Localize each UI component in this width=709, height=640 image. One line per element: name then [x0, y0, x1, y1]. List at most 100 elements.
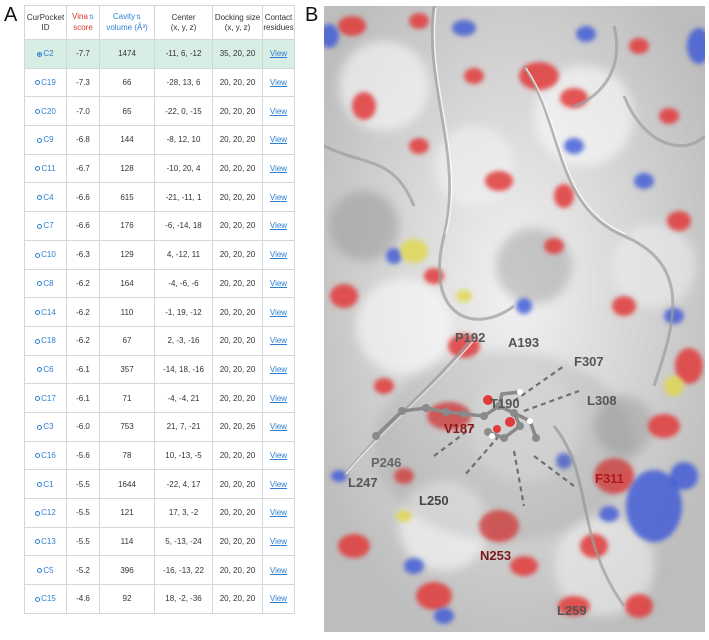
pocket-id-cell[interactable]: C1 — [24, 469, 67, 499]
pocket-radio-button[interactable] — [37, 195, 43, 201]
view-contact-residues-link[interactable]: View — [269, 479, 288, 489]
pocket-id-cell[interactable]: C8 — [24, 268, 67, 299]
contact-residues-cell[interactable]: View — [262, 584, 295, 614]
contact-residues-cell[interactable]: View — [262, 268, 295, 299]
table-row[interactable]: C13 -5.5 114 5, -13, -24 20, 20, 20 View — [24, 526, 295, 557]
table-row[interactable]: C11 -6.7 128 -10, 20, 4 20, 20, 20 View — [24, 153, 295, 184]
contact-residues-cell[interactable]: View — [262, 39, 295, 69]
pocket-id-cell[interactable]: C11 — [24, 153, 67, 184]
table-row[interactable]: C5 -5.2 396 -16, -13, 22 20, 20, 20 View — [24, 555, 295, 586]
contact-residues-cell[interactable]: View — [262, 125, 295, 155]
pocket-radio-button[interactable] — [35, 539, 41, 545]
pocket-radio-button[interactable] — [37, 223, 43, 229]
contact-residues-cell[interactable]: View — [262, 354, 295, 385]
pocket-radio-button[interactable] — [35, 395, 41, 401]
contact-residues-cell[interactable]: View — [262, 469, 295, 499]
contact-residues-cell[interactable]: View — [262, 440, 295, 471]
contact-residues-cell[interactable]: View — [262, 498, 295, 528]
contact-residues-cell[interactable]: View — [262, 383, 295, 413]
pocket-radio-button[interactable] — [35, 309, 41, 315]
pocket-radio-button[interactable] — [35, 596, 41, 602]
view-contact-residues-link[interactable]: View — [269, 450, 288, 460]
pocket-id-cell[interactable]: C15 — [24, 584, 67, 614]
pocket-radio-button[interactable] — [37, 281, 43, 287]
pocket-radio-button[interactable] — [37, 568, 43, 574]
table-row[interactable]: C16 -5.6 78 10, -13, -5 20, 20, 20 View — [24, 440, 295, 471]
contact-residues-cell[interactable]: View — [262, 526, 295, 557]
pocket-id-cell[interactable]: C2 — [24, 39, 67, 69]
view-contact-residues-link[interactable]: View — [269, 537, 288, 547]
view-contact-residues-link[interactable]: View — [269, 278, 288, 288]
table-row[interactable]: C12 -5.5 121 17, 3, -2 20, 20, 20 View — [24, 498, 295, 528]
view-contact-residues-link[interactable]: View — [269, 307, 288, 317]
pocket-id-cell[interactable]: C3 — [24, 411, 67, 442]
pocket-id-cell[interactable]: C7 — [24, 211, 67, 241]
pocket-radio-button[interactable] — [35, 109, 41, 115]
table-row[interactable]: C1 -5.5 1644 -22, 4, 17 20, 20, 20 View — [24, 469, 295, 499]
view-contact-residues-link[interactable]: View — [269, 78, 288, 88]
contact-residues-cell[interactable]: View — [262, 67, 295, 98]
table-row[interactable]: C18 -6.2 67 2, -3, -16 20, 20, 20 View — [24, 325, 295, 356]
view-contact-residues-link[interactable]: View — [269, 393, 288, 403]
pocket-radio-button[interactable] — [37, 482, 43, 488]
contact-residues-cell[interactable]: View — [262, 153, 295, 184]
pocket-radio-button[interactable] — [37, 367, 43, 373]
contact-residues-cell[interactable]: View — [262, 96, 295, 127]
pocket-id-cell[interactable]: C16 — [24, 440, 67, 471]
pocket-id-cell[interactable]: C13 — [24, 526, 67, 557]
table-row[interactable]: C8 -6.2 164 -4, -6, -6 20, 20, 20 View — [24, 268, 295, 299]
pocket-id-cell[interactable]: C10 — [24, 239, 67, 270]
view-contact-residues-link[interactable]: View — [269, 422, 288, 432]
pocket-id-cell[interactable]: C17 — [24, 383, 67, 413]
table-row[interactable]: C20 -7.0 65 -22, 0, -15 20, 20, 20 View — [24, 96, 295, 127]
contact-residues-cell[interactable]: View — [262, 182, 295, 213]
pocket-radio-button[interactable] — [35, 166, 41, 172]
pocket-radio-button[interactable] — [37, 137, 43, 143]
table-row[interactable]: C6 -6.1 357 -14, 18, -16 20, 20, 20 View — [24, 354, 295, 385]
col-header-vina[interactable]: Vina⇅ score — [66, 5, 100, 40]
contact-residues-cell[interactable]: View — [262, 325, 295, 356]
table-row[interactable]: C4 -6.6 615 -21, -11, 1 20, 20, 20 View — [24, 182, 295, 213]
view-contact-residues-link[interactable]: View — [269, 364, 288, 374]
contact-residues-cell[interactable]: View — [262, 239, 295, 270]
view-contact-residues-link[interactable]: View — [269, 508, 288, 518]
pocket-id-cell[interactable]: C14 — [24, 297, 67, 327]
contact-residues-cell[interactable]: View — [262, 555, 295, 586]
pocket-radio-button[interactable] — [35, 453, 41, 459]
table-row[interactable]: C10 -6.3 129 4, -12, 11 20, 20, 20 View — [24, 239, 295, 270]
pocket-id-cell[interactable]: C6 — [24, 354, 67, 385]
view-contact-residues-link[interactable]: View — [269, 49, 288, 59]
table-row[interactable]: C14 -6.2 110 -1, 19, -12 20, 20, 20 View — [24, 297, 295, 327]
pocket-radio-button[interactable] — [35, 338, 41, 344]
pocket-id-cell[interactable]: C5 — [24, 555, 67, 586]
pocket-radio-button[interactable] — [37, 424, 43, 430]
contact-residues-cell[interactable]: View — [262, 211, 295, 241]
table-row[interactable]: C7 -6.6 176 -6, -14, 18 20, 20, 20 View — [24, 211, 295, 241]
view-contact-residues-link[interactable]: View — [269, 164, 288, 174]
view-contact-residues-link[interactable]: View — [269, 336, 288, 346]
sort-icon[interactable]: ⇅ — [136, 15, 142, 21]
table-row[interactable]: C2 -7.7 1474 -11, 6, -12 35, 20, 20 View — [24, 39, 295, 69]
table-row[interactable]: C3 -6.0 753 21, 7, -21 20, 20, 26 View — [24, 411, 295, 442]
table-row[interactable]: C9 -6.8 144 -8, 12, 10 20, 20, 20 View — [24, 125, 295, 155]
view-contact-residues-link[interactable]: View — [269, 221, 288, 231]
pocket-radio-button[interactable] — [35, 510, 41, 516]
pocket-radio-button[interactable] — [37, 51, 43, 57]
table-row[interactable]: C17 -6.1 71 -4, -4, 21 20, 20, 20 View — [24, 383, 295, 413]
view-contact-residues-link[interactable]: View — [269, 106, 288, 116]
sort-icon[interactable]: ⇅ — [88, 15, 94, 21]
view-contact-residues-link[interactable]: View — [269, 135, 288, 145]
pocket-id-cell[interactable]: C9 — [24, 125, 67, 155]
pocket-id-cell[interactable]: C12 — [24, 498, 67, 528]
contact-residues-cell[interactable]: View — [262, 411, 295, 442]
view-contact-residues-link[interactable]: View — [269, 192, 288, 202]
pocket-id-cell[interactable]: C20 — [24, 96, 67, 127]
pocket-id-cell[interactable]: C18 — [24, 325, 67, 356]
view-contact-residues-link[interactable]: View — [269, 565, 288, 575]
view-contact-residues-link[interactable]: View — [269, 594, 288, 604]
pocket-id-cell[interactable]: C19 — [24, 67, 67, 98]
col-header-volume[interactable]: Cavity⇅ volume (Å³) — [99, 5, 155, 40]
table-row[interactable]: C15 -4.6 92 18, -2, -36 20, 20, 20 View — [24, 584, 295, 614]
pocket-id-cell[interactable]: C4 — [24, 182, 67, 213]
contact-residues-cell[interactable]: View — [262, 297, 295, 327]
